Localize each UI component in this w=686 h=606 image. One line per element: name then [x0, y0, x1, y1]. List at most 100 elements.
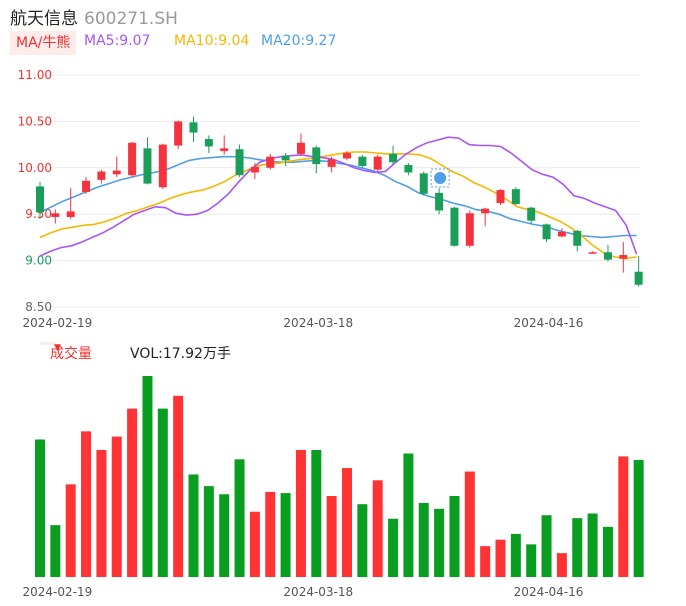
candles [36, 116, 643, 287]
volume-bar [480, 546, 491, 577]
volume-bar [96, 449, 107, 577]
candle [373, 154, 382, 172]
candle-body [189, 122, 198, 133]
candle-body [343, 152, 351, 159]
x-tick-label: 2024-02-19 [22, 585, 92, 599]
date-axis-bottom: 2024-02-19 2024-03-18 2024-04-16 [22, 585, 583, 599]
candle-body [619, 255, 628, 259]
volume-bar [587, 513, 598, 577]
candle-body [603, 252, 612, 260]
ma-lines [39, 136, 638, 260]
candle [97, 169, 106, 184]
volume-bar [249, 511, 260, 577]
volume-bar [403, 453, 414, 577]
y-tick-label: 8.50 [25, 300, 52, 314]
volume-bar [234, 459, 245, 577]
candle [573, 229, 582, 252]
candle [527, 206, 536, 224]
volume-bar [342, 468, 352, 577]
volume-bar [188, 474, 199, 577]
volume-bar [203, 486, 214, 577]
ma10-line [39, 151, 637, 260]
y-tick-label: 10.50 [18, 114, 52, 128]
candle [36, 181, 44, 219]
ma10-value: MA10:9.04 [174, 33, 250, 49]
candle-body [143, 148, 152, 184]
candle-body [404, 165, 413, 173]
volume-bar [526, 544, 537, 577]
volume-bar [311, 449, 322, 577]
volume-bar [602, 526, 613, 577]
candle-body [481, 208, 490, 214]
x-tick-label: 2024-03-18 [283, 316, 353, 330]
volume-bar [418, 503, 429, 577]
candle [343, 151, 351, 161]
candle-body [266, 156, 275, 168]
volume-bar [157, 408, 168, 577]
candle [204, 135, 213, 153]
x-tick-label: 2024-03-18 [283, 585, 353, 599]
volume-bar [142, 376, 153, 577]
volume-bar [65, 484, 76, 577]
event-marker[interactable] [430, 168, 450, 188]
candle-body [496, 190, 505, 204]
date-axis-top: 2024-02-19 2024-03-18 2024-04-16 [22, 316, 583, 330]
candle [82, 177, 91, 194]
stock-name: 航天信息 [10, 9, 78, 29]
candle [389, 145, 398, 166]
stock-title: 航天信息 600271.SH [10, 4, 178, 29]
volume-indicator-dropdown[interactable]: 成交量 ▼ [40, 342, 92, 362]
candle [174, 120, 183, 150]
candle-body [450, 207, 459, 246]
candle [496, 189, 505, 205]
ma5-line [39, 136, 638, 257]
candle-body [204, 139, 213, 147]
candle [158, 143, 167, 190]
y-tick-label: 10.00 [18, 161, 52, 175]
candle [327, 156, 336, 173]
candle-body [527, 207, 536, 221]
marker-frame [430, 168, 450, 188]
x-tick-label: 2024-04-16 [514, 316, 584, 330]
volume-bar [618, 456, 629, 577]
volume-bar [541, 515, 552, 577]
candle-body [573, 230, 582, 246]
volume-bar [464, 471, 475, 577]
candle-body [281, 155, 290, 161]
x-tick-label: 2024-02-19 [22, 316, 92, 330]
candle-body [296, 142, 305, 154]
volume-bar [449, 496, 460, 577]
candle-body [327, 159, 336, 167]
candle-body [66, 211, 75, 217]
candle-body [51, 213, 60, 217]
candle-body [634, 271, 643, 285]
candle-body [220, 148, 229, 152]
candle-body [557, 231, 566, 237]
candle-body [511, 189, 520, 204]
candle [51, 209, 60, 224]
candle [235, 144, 244, 178]
candle-body [97, 171, 106, 180]
volume-bar [556, 553, 567, 577]
volume-bar [434, 508, 445, 577]
candle-body [588, 252, 597, 254]
volume-bar [219, 494, 230, 577]
ma-bull-bear-toggle[interactable]: MA/牛熊 [10, 31, 77, 55]
candle-body [419, 173, 428, 194]
ma5-value: MA5:9.07 [84, 33, 151, 49]
y-tick-label: 11.00 [18, 68, 52, 82]
candle-body [435, 192, 444, 211]
candle-body [112, 170, 121, 175]
volume-bar [357, 504, 368, 577]
volume-bars [35, 376, 644, 577]
candle [588, 251, 597, 254]
volume-bar [173, 395, 184, 577]
candle [220, 135, 229, 155]
candle [112, 156, 121, 178]
candle [312, 145, 321, 174]
candle-body [312, 147, 321, 165]
stock-code: 600271.SH [84, 9, 178, 29]
volume-bar [265, 491, 276, 577]
candle [143, 137, 152, 185]
